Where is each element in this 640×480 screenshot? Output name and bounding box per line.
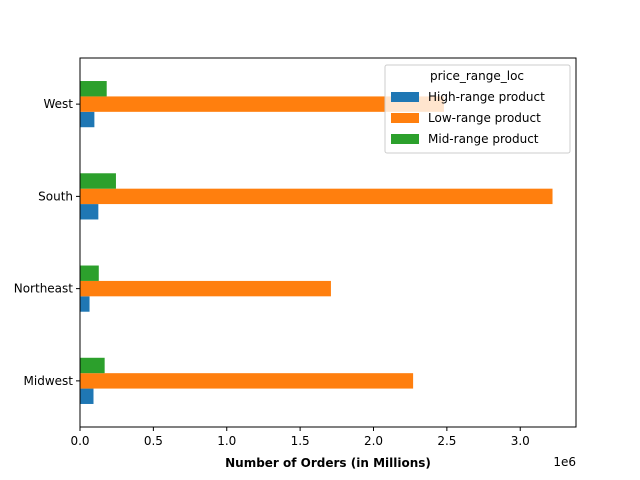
- bar-mid-range-product-midwest: [80, 357, 105, 374]
- legend-swatch: [391, 92, 419, 102]
- legend: price_range_loc High-range product Low-ra…: [384, 64, 571, 154]
- bars-layer: [80, 81, 553, 404]
- legend-swatch: [391, 113, 419, 123]
- x-tick-label: 0.0: [70, 434, 89, 448]
- plot-frame: [79, 57, 577, 428]
- y-tick-label: Midwest: [24, 374, 74, 388]
- legend-label: Mid-range product: [428, 132, 539, 146]
- bar-mid-range-product-west: [80, 81, 107, 97]
- bar-low-range-product-south: [80, 188, 553, 205]
- x-axis-offset-text: 1e6: [553, 455, 576, 469]
- legend-swatch: [391, 134, 419, 144]
- x-tick-label: 1.0: [217, 434, 236, 448]
- x-tick-label: 1.5: [291, 434, 310, 448]
- y-tick-label: West: [43, 97, 73, 111]
- bar-low-range-product-northeast: [80, 280, 331, 297]
- bar-mid-range-product-south: [80, 173, 116, 189]
- x-tick-label: 3.0: [511, 434, 530, 448]
- bar-mid-range-product-northeast: [80, 265, 99, 281]
- y-tick-label: Northeast: [14, 282, 74, 296]
- x-axis-title: Number of Orders (in Millions): [225, 456, 431, 470]
- bar-low-range-product-midwest: [80, 373, 414, 389]
- bar-high-range-product-south: [80, 204, 99, 220]
- bar-high-range-product-northeast: [80, 296, 90, 312]
- x-tick-label: 2.5: [437, 434, 456, 448]
- y-tick-label: South: [38, 189, 73, 203]
- bar-high-range-product-midwest: [80, 388, 94, 404]
- legend-title: price_range_loc: [430, 69, 524, 83]
- legend-label: Low-range product: [428, 111, 541, 125]
- x-tick-label: 0.5: [144, 434, 163, 448]
- legend-frame: [384, 64, 571, 154]
- bar-high-range-product-west: [80, 111, 95, 128]
- x-tick-label: 2.0: [364, 434, 383, 448]
- legend-label: High-range product: [428, 90, 545, 104]
- y-axis: Midwest Northeast South West: [14, 97, 80, 388]
- bar-low-range-product-west: [80, 96, 444, 112]
- x-axis: 0.0 0.5 1.0 1.5 2.0 2.5 3.0: [70, 427, 530, 448]
